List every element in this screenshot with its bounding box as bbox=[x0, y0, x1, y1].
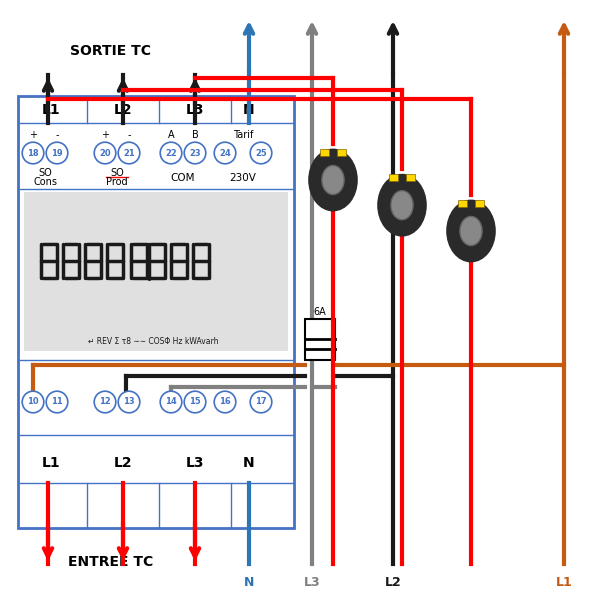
Circle shape bbox=[46, 391, 68, 413]
Circle shape bbox=[94, 142, 116, 164]
Text: N: N bbox=[243, 456, 255, 470]
Text: 18: 18 bbox=[27, 148, 39, 157]
Text: SORTIE TC: SORTIE TC bbox=[71, 44, 151, 58]
Text: 25: 25 bbox=[255, 148, 267, 157]
Text: 13: 13 bbox=[123, 397, 135, 407]
FancyBboxPatch shape bbox=[475, 200, 484, 207]
Text: +: + bbox=[29, 130, 37, 140]
Text: L2: L2 bbox=[113, 103, 133, 117]
Text: A: A bbox=[167, 130, 175, 140]
FancyBboxPatch shape bbox=[337, 149, 346, 156]
Text: L3: L3 bbox=[304, 575, 320, 589]
Text: 14: 14 bbox=[165, 397, 177, 407]
Text: 10: 10 bbox=[27, 397, 39, 407]
FancyBboxPatch shape bbox=[305, 319, 335, 360]
Text: ↵ REV Σ τ8 ∼∼ COSΦ Hz kWAvarh: ↵ REV Σ τ8 ∼∼ COSΦ Hz kWAvarh bbox=[88, 337, 218, 346]
Text: L3: L3 bbox=[186, 103, 204, 117]
Ellipse shape bbox=[447, 200, 495, 262]
FancyBboxPatch shape bbox=[24, 192, 288, 351]
Text: ENTREE TC: ENTREE TC bbox=[68, 555, 154, 569]
Circle shape bbox=[214, 391, 236, 413]
Text: B: B bbox=[191, 130, 199, 140]
Text: Prod: Prod bbox=[106, 177, 128, 187]
Text: +: + bbox=[101, 130, 109, 140]
FancyBboxPatch shape bbox=[320, 149, 329, 156]
Text: N: N bbox=[243, 103, 255, 117]
Text: 6A: 6A bbox=[313, 307, 326, 317]
Text: L1: L1 bbox=[556, 575, 572, 589]
Text: 21: 21 bbox=[123, 148, 135, 157]
Text: 19: 19 bbox=[51, 148, 63, 157]
Circle shape bbox=[118, 391, 140, 413]
Text: 17: 17 bbox=[255, 397, 267, 407]
Text: 15: 15 bbox=[189, 397, 201, 407]
Text: 20: 20 bbox=[99, 148, 111, 157]
Text: -: - bbox=[127, 130, 131, 140]
Text: L2: L2 bbox=[113, 456, 133, 470]
Circle shape bbox=[94, 391, 116, 413]
Ellipse shape bbox=[391, 191, 413, 220]
Text: 23: 23 bbox=[189, 148, 201, 157]
Text: L1: L1 bbox=[41, 103, 61, 117]
Text: Tarif: Tarif bbox=[233, 130, 253, 140]
Circle shape bbox=[184, 142, 206, 164]
Text: 230V: 230V bbox=[230, 173, 256, 182]
Circle shape bbox=[118, 142, 140, 164]
Ellipse shape bbox=[309, 149, 357, 211]
Text: SO: SO bbox=[110, 168, 124, 178]
Text: 24: 24 bbox=[219, 148, 231, 157]
Text: N: N bbox=[244, 575, 254, 589]
Text: -: - bbox=[55, 130, 59, 140]
Text: COM: COM bbox=[171, 173, 195, 182]
Circle shape bbox=[46, 142, 68, 164]
FancyBboxPatch shape bbox=[406, 174, 415, 181]
Text: 11: 11 bbox=[51, 397, 63, 407]
Text: L3: L3 bbox=[186, 456, 204, 470]
FancyBboxPatch shape bbox=[389, 174, 398, 181]
Text: Cons: Cons bbox=[33, 177, 57, 187]
Circle shape bbox=[22, 391, 44, 413]
Text: SO: SO bbox=[38, 168, 52, 178]
Circle shape bbox=[22, 142, 44, 164]
Circle shape bbox=[160, 142, 182, 164]
Ellipse shape bbox=[322, 166, 344, 194]
Circle shape bbox=[250, 142, 272, 164]
Text: 22: 22 bbox=[165, 148, 177, 157]
Ellipse shape bbox=[378, 175, 426, 236]
Circle shape bbox=[160, 391, 182, 413]
Text: 12: 12 bbox=[99, 397, 111, 407]
Circle shape bbox=[250, 391, 272, 413]
FancyBboxPatch shape bbox=[18, 96, 294, 528]
Circle shape bbox=[184, 391, 206, 413]
Circle shape bbox=[214, 142, 236, 164]
FancyBboxPatch shape bbox=[458, 200, 467, 207]
Text: 16: 16 bbox=[219, 397, 231, 407]
Ellipse shape bbox=[460, 217, 482, 245]
Text: L2: L2 bbox=[385, 575, 401, 589]
Text: L1: L1 bbox=[41, 456, 61, 470]
